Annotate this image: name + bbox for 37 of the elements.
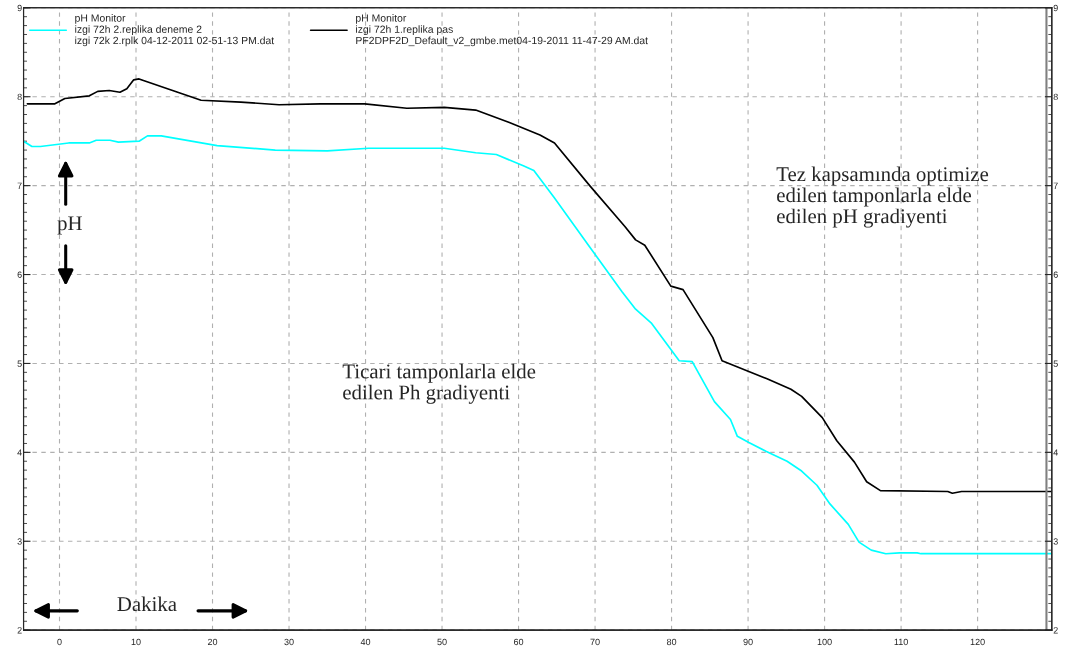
x-tick-label: 80 [666,638,677,646]
x-tick-label: 10 [131,638,141,646]
x-tick-label: 50 [437,638,447,646]
y2-tick-label: 4 [1053,449,1058,456]
y-tick-label: 3 [17,538,22,545]
x-tick-label: 120 [970,638,985,646]
y-tick-label: 4 [17,449,22,456]
y-tick-label: 7 [17,182,22,189]
legend-label: pH Monitor izgi 72h 2.replika deneme 2 izgi 72k 2.rplk 04-12-2011 02-51-13 PM.dat [75,14,275,47]
y2-tick-label: 7 [1053,182,1058,189]
annotation: Ticari tamponlarla elde edilen Ph gradiyenti [342,363,536,404]
y2-tick-label: 6 [1053,271,1058,278]
x-tick-label: 100 [817,638,832,646]
y2-tick-label: 9 [1053,4,1058,12]
y-tick-label: 6 [17,271,22,278]
y-tick-label: 8 [17,93,22,101]
x-tick-label: 20 [207,638,218,646]
y-tick-label: 5 [17,360,22,367]
y2-tick-label: 3 [1053,538,1058,545]
line-series [23,135,1052,555]
line-series [26,78,1052,495]
legend-label: pH Monitor izgi 72h 1.replika pas PF2DPF2D_Default_v2_gmbe.met04-19-2011 11-47-29 AM.dat [356,14,648,47]
x-tick-label: 0 [57,638,62,646]
x-tick-label: 30 [284,638,294,646]
annotation: pH [57,216,82,235]
x-tick-label: 70 [590,638,600,646]
y-tick-label: 9 [17,4,22,12]
x-tick-label: 60 [513,638,524,646]
y2-tick-label: 2 [1053,627,1058,634]
x-tick-label: 40 [360,638,371,646]
x-tick-label: 90 [743,638,753,646]
y-tick-label: 2 [17,627,22,634]
x-tick-label: 110 [894,638,908,646]
annotation: Dakika [117,596,177,612]
annotation: Tez kapsamında optimize edilen tamponlarla elde edilen pH gradiyenti [776,166,989,228]
y2-tick-label: 8 [1053,93,1058,101]
y2-tick-label: 5 [1053,360,1058,367]
